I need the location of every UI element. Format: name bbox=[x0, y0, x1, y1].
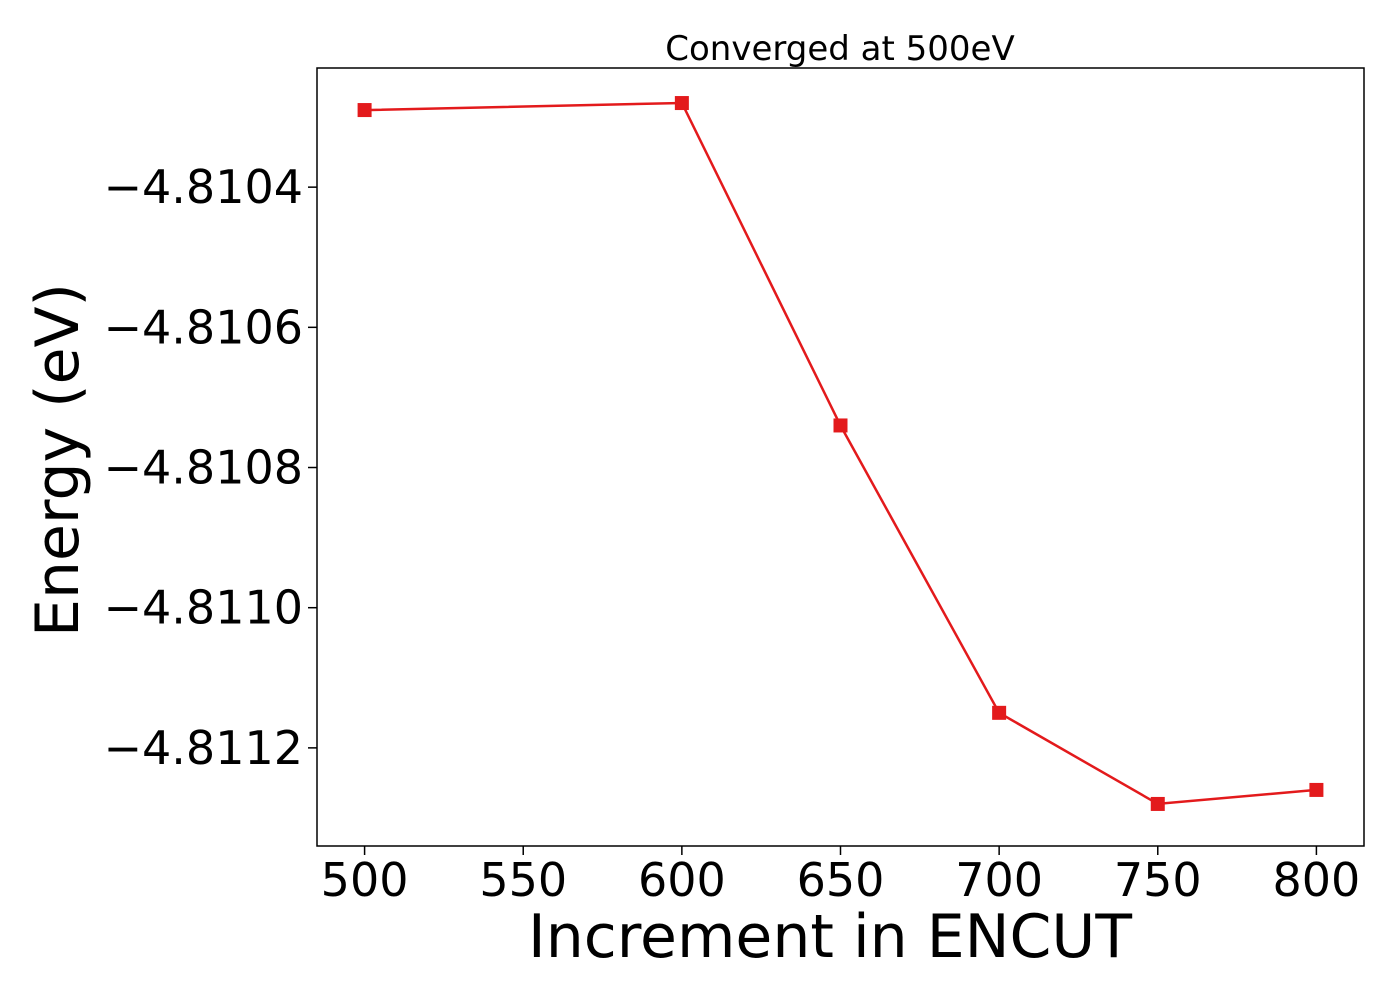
x-axis-title: Increment in ENCUT bbox=[528, 902, 1132, 972]
y-tick-label: −4.8104 bbox=[104, 160, 304, 214]
x-axis: 500 550 600 650 700 750 800 bbox=[321, 846, 1361, 907]
x-tick-label: 650 bbox=[797, 853, 885, 907]
chart-title: Converged at 500eV bbox=[665, 29, 1014, 69]
data-point bbox=[674, 96, 689, 111]
x-tick-label: 550 bbox=[479, 853, 567, 907]
data-point bbox=[1150, 796, 1165, 811]
y-tick-label: −4.8106 bbox=[104, 300, 304, 354]
data-point bbox=[833, 418, 848, 433]
x-tick-label: 600 bbox=[638, 853, 726, 907]
x-tick-label: 750 bbox=[1114, 853, 1202, 907]
y-tick-label: −4.8110 bbox=[104, 581, 304, 635]
y-tick-label: −4.8108 bbox=[104, 441, 304, 495]
y-tick-label: −4.8112 bbox=[104, 721, 304, 775]
series-line bbox=[364, 101, 1317, 806]
y-axis: −4.8104 −4.8106 −4.8108 −4.8110 −4.8112 bbox=[104, 160, 317, 775]
series-layer bbox=[357, 96, 1324, 811]
x-tick-label: 700 bbox=[955, 853, 1043, 907]
x-tick-label: 800 bbox=[1273, 853, 1361, 907]
data-point bbox=[1309, 782, 1324, 797]
data-point bbox=[357, 103, 372, 118]
plot-frame bbox=[316, 67, 1365, 847]
x-tick-label: 500 bbox=[321, 853, 409, 907]
data-point bbox=[992, 705, 1007, 720]
y-axis-title: Energy (eV) bbox=[23, 283, 93, 637]
